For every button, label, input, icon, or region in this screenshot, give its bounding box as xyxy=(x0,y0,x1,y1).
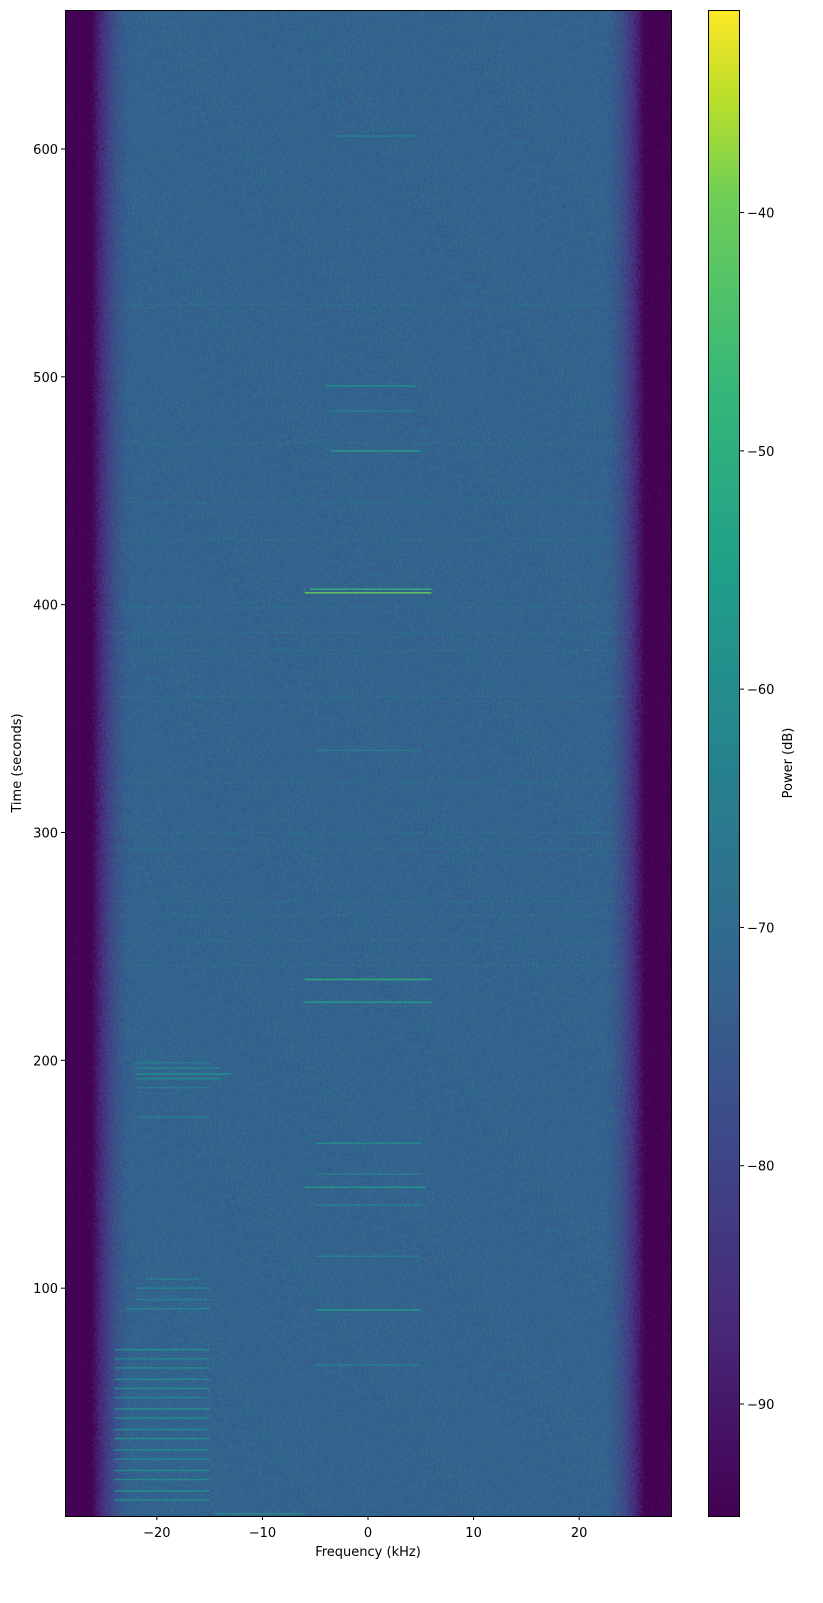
colorbar-axis: −90 −80 −70 −60 −50 −40 xyxy=(740,207,774,1413)
signal-burst xyxy=(135,1073,231,1075)
signal-burst xyxy=(114,1437,210,1440)
signal-burst xyxy=(315,1142,421,1145)
signal-burst xyxy=(336,135,416,137)
signal-burst xyxy=(114,1428,210,1431)
tick-label: 600 xyxy=(33,143,58,158)
x-axis-label: Frequency (kHz) xyxy=(315,1545,421,1560)
tick-label: −60 xyxy=(747,683,774,698)
plot-frame xyxy=(65,10,672,1517)
tick-label: 20 xyxy=(571,1526,588,1541)
signal-burst xyxy=(114,1396,210,1399)
signal-burst xyxy=(114,1348,210,1351)
signal-burst xyxy=(214,1512,305,1515)
signal-burst xyxy=(315,1255,421,1258)
signal-burst xyxy=(315,1309,421,1311)
colorbar-label: Power (dB) xyxy=(781,728,796,799)
signal-burst xyxy=(315,749,421,752)
signal-burst xyxy=(125,1307,210,1310)
spectrogram-heatmap xyxy=(65,10,671,1516)
signal-burst xyxy=(304,592,432,594)
y-axis: 100 200 300 400 500 600 xyxy=(33,143,65,1297)
signal-burst xyxy=(304,1186,427,1188)
signal-burst xyxy=(304,978,432,981)
tick-label: −70 xyxy=(747,921,774,936)
signal-burst xyxy=(135,1116,210,1119)
tick-label: 0 xyxy=(364,1526,372,1541)
tick-label: 10 xyxy=(465,1526,482,1541)
x-axis: −20 −10 0 10 20 xyxy=(143,1516,587,1541)
signal-burst xyxy=(114,1408,210,1410)
tick-label: −40 xyxy=(747,207,774,222)
tick-label: −80 xyxy=(747,1160,774,1175)
signal-burst xyxy=(114,1499,210,1501)
signal-burst xyxy=(135,1287,210,1289)
y-axis-label: Time (seconds) xyxy=(10,713,25,813)
signal-burst xyxy=(135,1067,221,1070)
signal-burst xyxy=(331,410,416,412)
signal-burst xyxy=(135,1061,210,1064)
signal-burst xyxy=(146,1278,200,1280)
tick-label: −10 xyxy=(249,1526,276,1541)
tick-label: −90 xyxy=(747,1398,774,1413)
signal-burst xyxy=(325,385,416,387)
signal-burst xyxy=(114,1490,210,1492)
signal-burst xyxy=(114,1417,210,1419)
tick-label: 400 xyxy=(33,599,58,614)
tick-label: 100 xyxy=(33,1282,58,1297)
signal-burst xyxy=(114,1449,210,1451)
signal-burst xyxy=(315,1173,421,1175)
signal-burst xyxy=(135,1077,221,1080)
signal-burst xyxy=(114,1387,210,1390)
signal-burst xyxy=(114,1367,210,1369)
signal-burst xyxy=(309,588,432,590)
colorbar xyxy=(708,10,740,1517)
tick-label: 200 xyxy=(33,1054,58,1069)
tick-label: −50 xyxy=(747,445,774,460)
signal-burst xyxy=(135,1298,210,1301)
signal-burst xyxy=(114,1358,210,1360)
burst-layer xyxy=(114,135,432,1515)
signal-burst xyxy=(135,1086,210,1089)
signal-burst xyxy=(114,1458,210,1460)
signal-burst xyxy=(315,1204,421,1206)
signal-burst xyxy=(304,1001,432,1003)
signal-burst xyxy=(114,1378,210,1381)
signal-burst xyxy=(315,1364,421,1366)
tick-label: 500 xyxy=(33,371,58,386)
signal-burst xyxy=(331,450,421,452)
signal-burst xyxy=(114,1478,210,1481)
tick-label: −20 xyxy=(143,1526,170,1541)
tick-label: 300 xyxy=(33,826,58,841)
signal-burst xyxy=(114,1469,210,1472)
